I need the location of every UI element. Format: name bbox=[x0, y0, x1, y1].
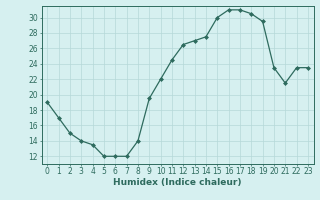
X-axis label: Humidex (Indice chaleur): Humidex (Indice chaleur) bbox=[113, 178, 242, 187]
